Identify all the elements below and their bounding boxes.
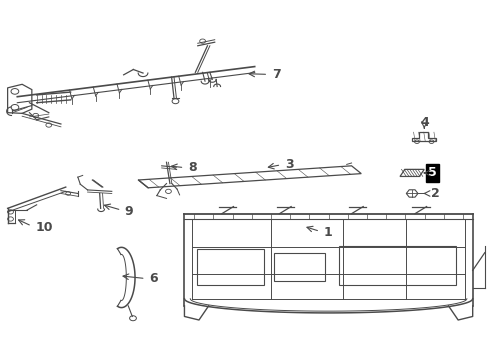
Text: 5: 5 — [428, 166, 437, 179]
Text: 2: 2 — [431, 187, 440, 200]
Text: 3: 3 — [285, 158, 294, 171]
Text: 8: 8 — [188, 161, 196, 174]
Text: 9: 9 — [125, 205, 133, 218]
Text: 4: 4 — [420, 116, 429, 129]
Text: 10: 10 — [35, 221, 53, 234]
Text: 7: 7 — [271, 68, 280, 81]
Text: 6: 6 — [149, 272, 158, 285]
Text: 1: 1 — [323, 226, 332, 239]
